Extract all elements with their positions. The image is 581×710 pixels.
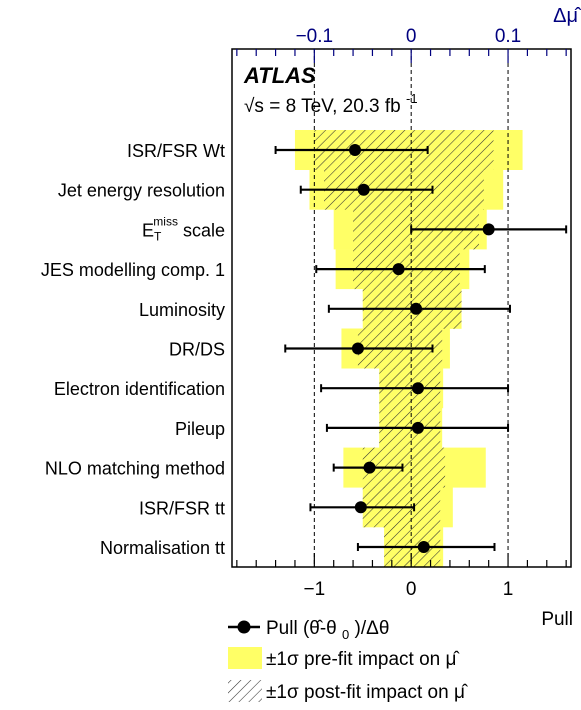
legend-prefit-swatch (228, 647, 262, 669)
pull-point (354, 501, 367, 514)
top-tick-label: −0.1 (296, 26, 334, 47)
nuisance-label-suffix: scale (178, 220, 225, 240)
pull-point (392, 263, 405, 276)
nuisance-label: Pileup (175, 419, 225, 439)
top-tick-label: 0.1 (495, 26, 521, 47)
nuisance-label: ETmiss scale (142, 214, 225, 243)
top-axis: −0.1 0 0.1 (236, 26, 567, 63)
energy-lumi-label: √s = 8 TeV, 20.3 fb -1 (244, 91, 418, 117)
energy-lumi-text: √s = 8 TeV, 20.3 fb (244, 96, 401, 117)
nuisance-label: Jet energy resolution (58, 181, 225, 201)
pull-points (274, 144, 568, 553)
nuisance-label: ISR/FSR Wt (127, 141, 225, 161)
plot-frame (231, 48, 572, 568)
pull-point (357, 183, 370, 196)
nuisance-label-sub: T (154, 229, 162, 243)
nuisance-label: JES modelling comp. 1 (41, 260, 225, 280)
pull-point (351, 342, 364, 355)
top-axis-label: Δμ̂ (553, 5, 581, 27)
pull-point (363, 461, 376, 474)
pull-point (411, 382, 424, 395)
pull-point (482, 223, 495, 236)
energy-lumi-superscript: -1 (406, 91, 418, 106)
pull-point (411, 421, 424, 434)
top-tick-label: 0 (406, 26, 417, 47)
nuisance-label-main: E (142, 220, 154, 240)
nuisance-label: Electron identification (54, 379, 225, 399)
legend-prefit-label: ±1σ pre-fit impact on μ̂ (266, 649, 460, 670)
legend: Pull (θ̂-θ 0 )/Δθ ±1σ pre-fit impact on … (228, 618, 469, 703)
legend-pull-sub: 0 (342, 627, 349, 642)
legend-pull-label: Pull (θ̂-θ 0 )/Δθ (266, 618, 389, 644)
legend-pull-text: Pull (θ̂-θ (266, 618, 337, 639)
bottom-axis: −1 0 1 (236, 553, 567, 600)
pull-point (349, 144, 362, 156)
x-tick-label: 1 (503, 579, 514, 600)
x-tick-label: −1 (303, 579, 325, 600)
pull-point (410, 302, 423, 315)
nuisance-labels: ISR/FSR Wt Jet energy resolution ETmiss sc… (41, 141, 225, 558)
pull-point (417, 541, 430, 553)
x-tick-label: 0 (406, 579, 417, 600)
legend-postfit-swatch (228, 680, 262, 702)
nuisance-label: DR/DS (169, 340, 225, 360)
legend-pull-tail: )/Δθ (355, 618, 390, 639)
x-axis-label: Pull (541, 609, 573, 630)
nuisance-label: Normalisation tt (100, 538, 225, 558)
nuisance-label: ISR/FSR tt (139, 498, 225, 518)
nuisance-label-sup: miss (153, 214, 178, 228)
legend-pull-marker (237, 620, 251, 634)
atlas-label: ATLAS (243, 63, 316, 88)
legend-postfit-label: ±1σ post-fit impact on μ̂ (266, 682, 469, 703)
nuisance-label: Luminosity (139, 300, 225, 320)
nuisance-label: NLO matching method (45, 459, 225, 479)
